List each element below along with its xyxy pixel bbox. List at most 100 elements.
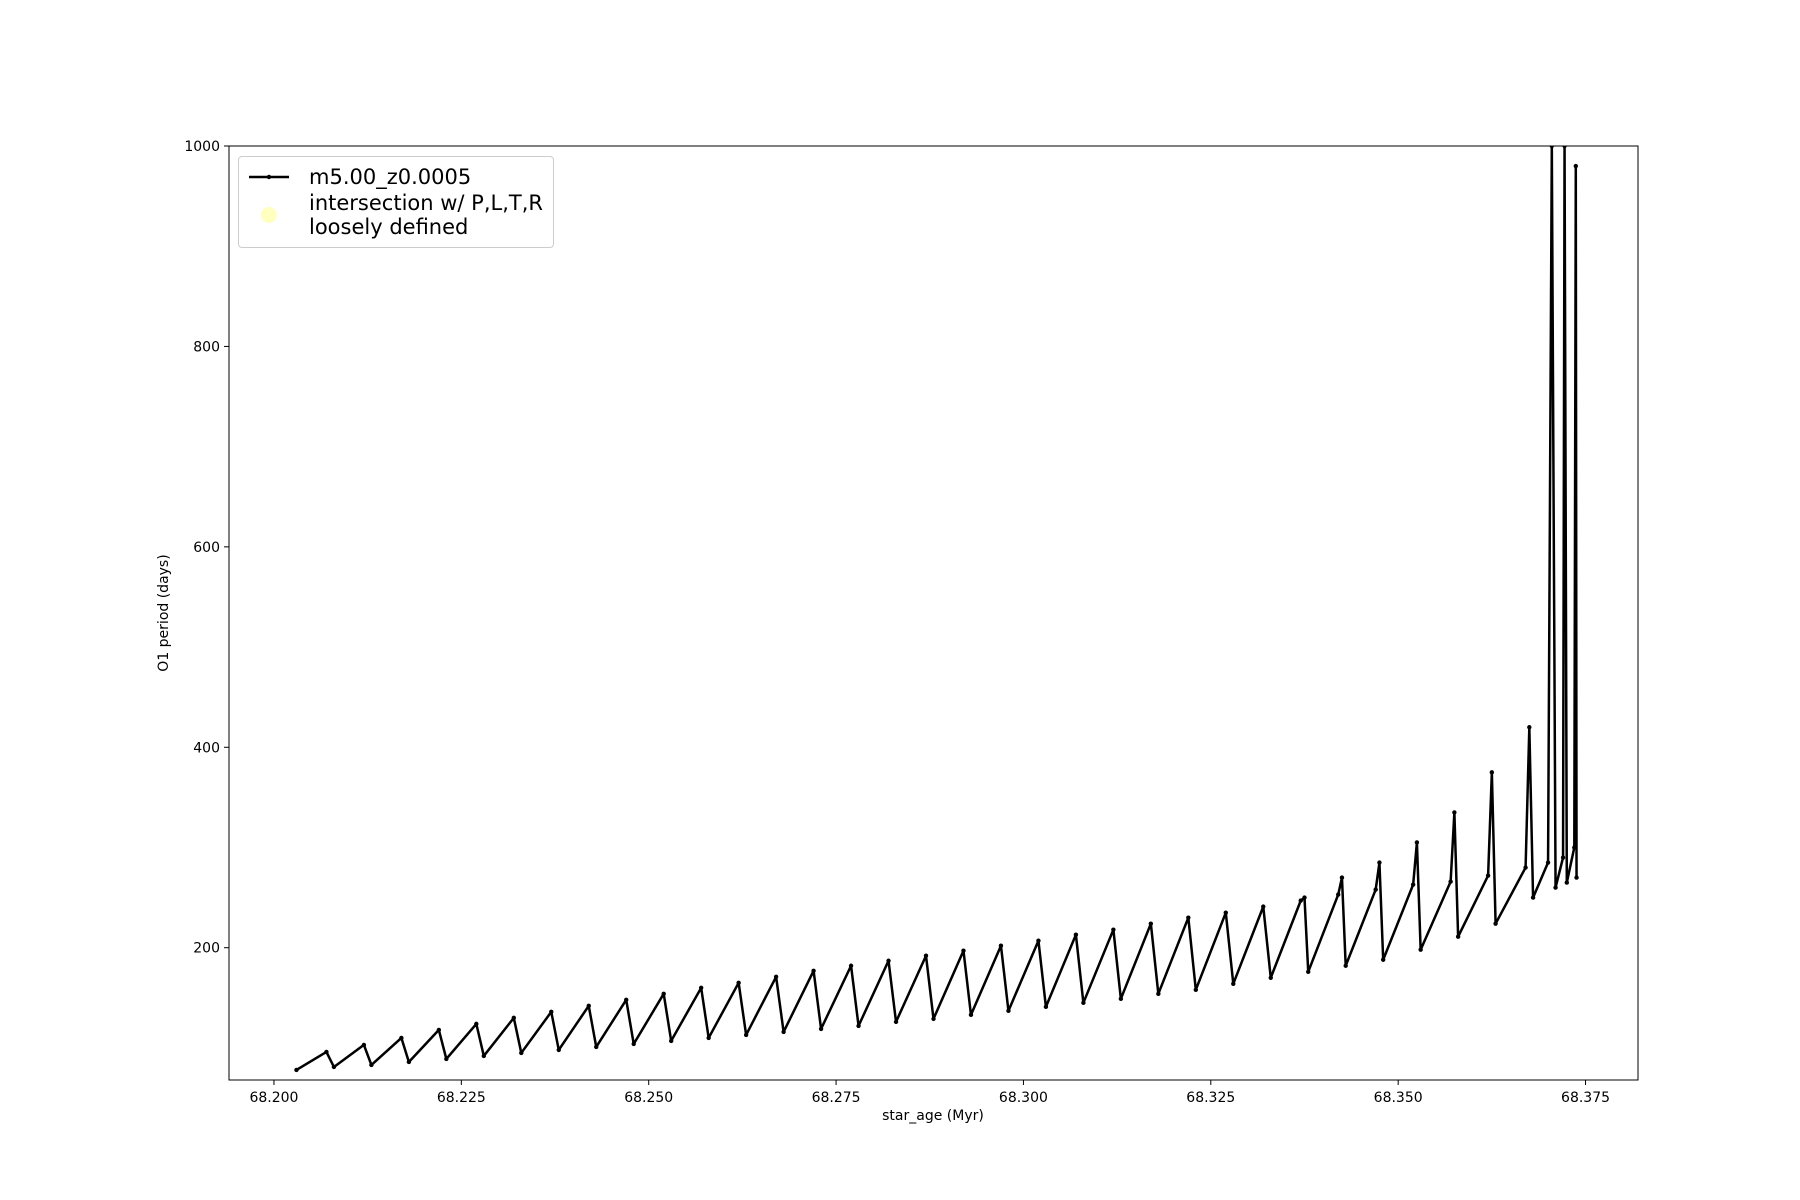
point-marker — [848, 963, 854, 968]
x-tick-label: 68.250 — [624, 1090, 673, 1106]
point-marker — [1377, 860, 1382, 865]
point-marker — [1111, 927, 1116, 932]
y-tick-label: 1000 — [184, 139, 220, 155]
x-tick-label: 68.375 — [1561, 1090, 1610, 1106]
y-tick-label: 600 — [193, 540, 220, 556]
point-marker — [1006, 1008, 1011, 1014]
point-marker — [1081, 1000, 1086, 1006]
point-marker — [1302, 895, 1307, 900]
point-marker — [1545, 860, 1551, 865]
point-marker — [1527, 725, 1532, 730]
point-marker — [968, 1012, 974, 1018]
point-marker — [1574, 875, 1579, 880]
point-marker — [369, 1062, 374, 1068]
legend: m5.00_z0.0005 intersection w/ P,L,T,R loo… — [238, 156, 554, 248]
point-marker — [1156, 991, 1161, 997]
point-marker — [594, 1044, 599, 1050]
point-marker — [361, 1042, 367, 1048]
point-marker — [773, 974, 779, 979]
legend-entry: intersection w/ P,L,T,R loosely defined — [247, 191, 543, 239]
point-marker — [1414, 840, 1420, 845]
point-marker — [1336, 892, 1341, 897]
x-tick-label: 68.225 — [437, 1090, 486, 1106]
point-marker — [324, 1049, 329, 1055]
point-marker — [811, 968, 816, 973]
point-marker — [931, 1016, 936, 1022]
legend-marker — [266, 174, 272, 180]
point-marker — [294, 1067, 299, 1073]
point-marker — [698, 985, 704, 991]
point-marker — [818, 1026, 824, 1032]
point-marker — [1564, 880, 1570, 885]
point-marker — [1410, 882, 1416, 887]
point-marker — [1562, 146, 1567, 149]
point-marker — [668, 1038, 674, 1044]
x-axis-label: star_age (Myr) — [882, 1108, 984, 1124]
point-marker — [1043, 1004, 1049, 1010]
point-marker — [781, 1029, 786, 1035]
point-marker — [1489, 770, 1495, 775]
point-marker — [1118, 996, 1124, 1002]
point-marker — [1452, 810, 1457, 815]
y-axis-label: O1 period (days) — [156, 554, 172, 671]
point-marker — [1380, 957, 1386, 962]
point-marker — [1418, 947, 1423, 952]
y-tick-label: 200 — [193, 941, 220, 957]
point-marker — [1261, 904, 1266, 909]
point-marker — [1560, 855, 1566, 860]
point-marker — [519, 1050, 524, 1056]
point-marker — [1231, 981, 1236, 986]
series-line — [295, 146, 1578, 1072]
point-marker — [1373, 887, 1378, 892]
point-marker — [961, 948, 966, 953]
point-marker — [1530, 895, 1536, 900]
point-marker — [1493, 921, 1498, 926]
y-tick-label: 800 — [193, 339, 220, 355]
point-marker — [1455, 934, 1461, 939]
point-marker — [1298, 898, 1303, 903]
point-marker — [549, 1009, 554, 1015]
point-marker — [661, 991, 666, 997]
x-tick-label: 68.275 — [812, 1090, 861, 1106]
x-tick-label: 68.200 — [249, 1090, 298, 1106]
legend-label: intersection w/ P,L,T,R loosely defined — [309, 191, 543, 239]
axes-frame — [228, 145, 1639, 1081]
point-marker — [331, 1064, 337, 1070]
point-marker — [511, 1015, 516, 1021]
point-marker — [1485, 873, 1491, 878]
point-marker — [1523, 865, 1528, 870]
point-marker — [481, 1053, 487, 1059]
point-marker — [1448, 879, 1453, 884]
point-marker — [444, 1056, 449, 1062]
point-marker — [706, 1035, 711, 1041]
legend-marker — [261, 207, 277, 223]
point-marker — [631, 1041, 636, 1047]
point-marker — [1036, 938, 1041, 943]
x-tick-label: 68.300 — [999, 1090, 1048, 1106]
point-marker — [1148, 921, 1154, 926]
x-tick-label: 68.325 — [1186, 1090, 1235, 1106]
point-marker — [1572, 845, 1577, 850]
y-tick-label: 400 — [193, 740, 220, 756]
point-marker — [856, 1023, 861, 1029]
x-tick-label: 68.350 — [1374, 1090, 1423, 1106]
point-marker — [556, 1047, 561, 1053]
point-marker — [399, 1035, 404, 1041]
point-marker — [624, 997, 629, 1003]
point-marker — [1339, 875, 1345, 880]
point-marker — [1343, 963, 1348, 968]
point-marker — [586, 1003, 591, 1009]
point-marker — [406, 1059, 412, 1065]
point-marker — [1268, 975, 1273, 980]
point-marker — [923, 953, 929, 958]
point-marker — [1549, 146, 1555, 149]
legend-entry: m5.00_z0.0005 — [247, 165, 543, 189]
point-marker — [1223, 910, 1228, 915]
point-marker — [736, 980, 741, 985]
point-marker — [1193, 987, 1199, 993]
point-marker — [1573, 163, 1578, 169]
point-marker — [1553, 885, 1558, 890]
point-marker — [886, 958, 891, 963]
